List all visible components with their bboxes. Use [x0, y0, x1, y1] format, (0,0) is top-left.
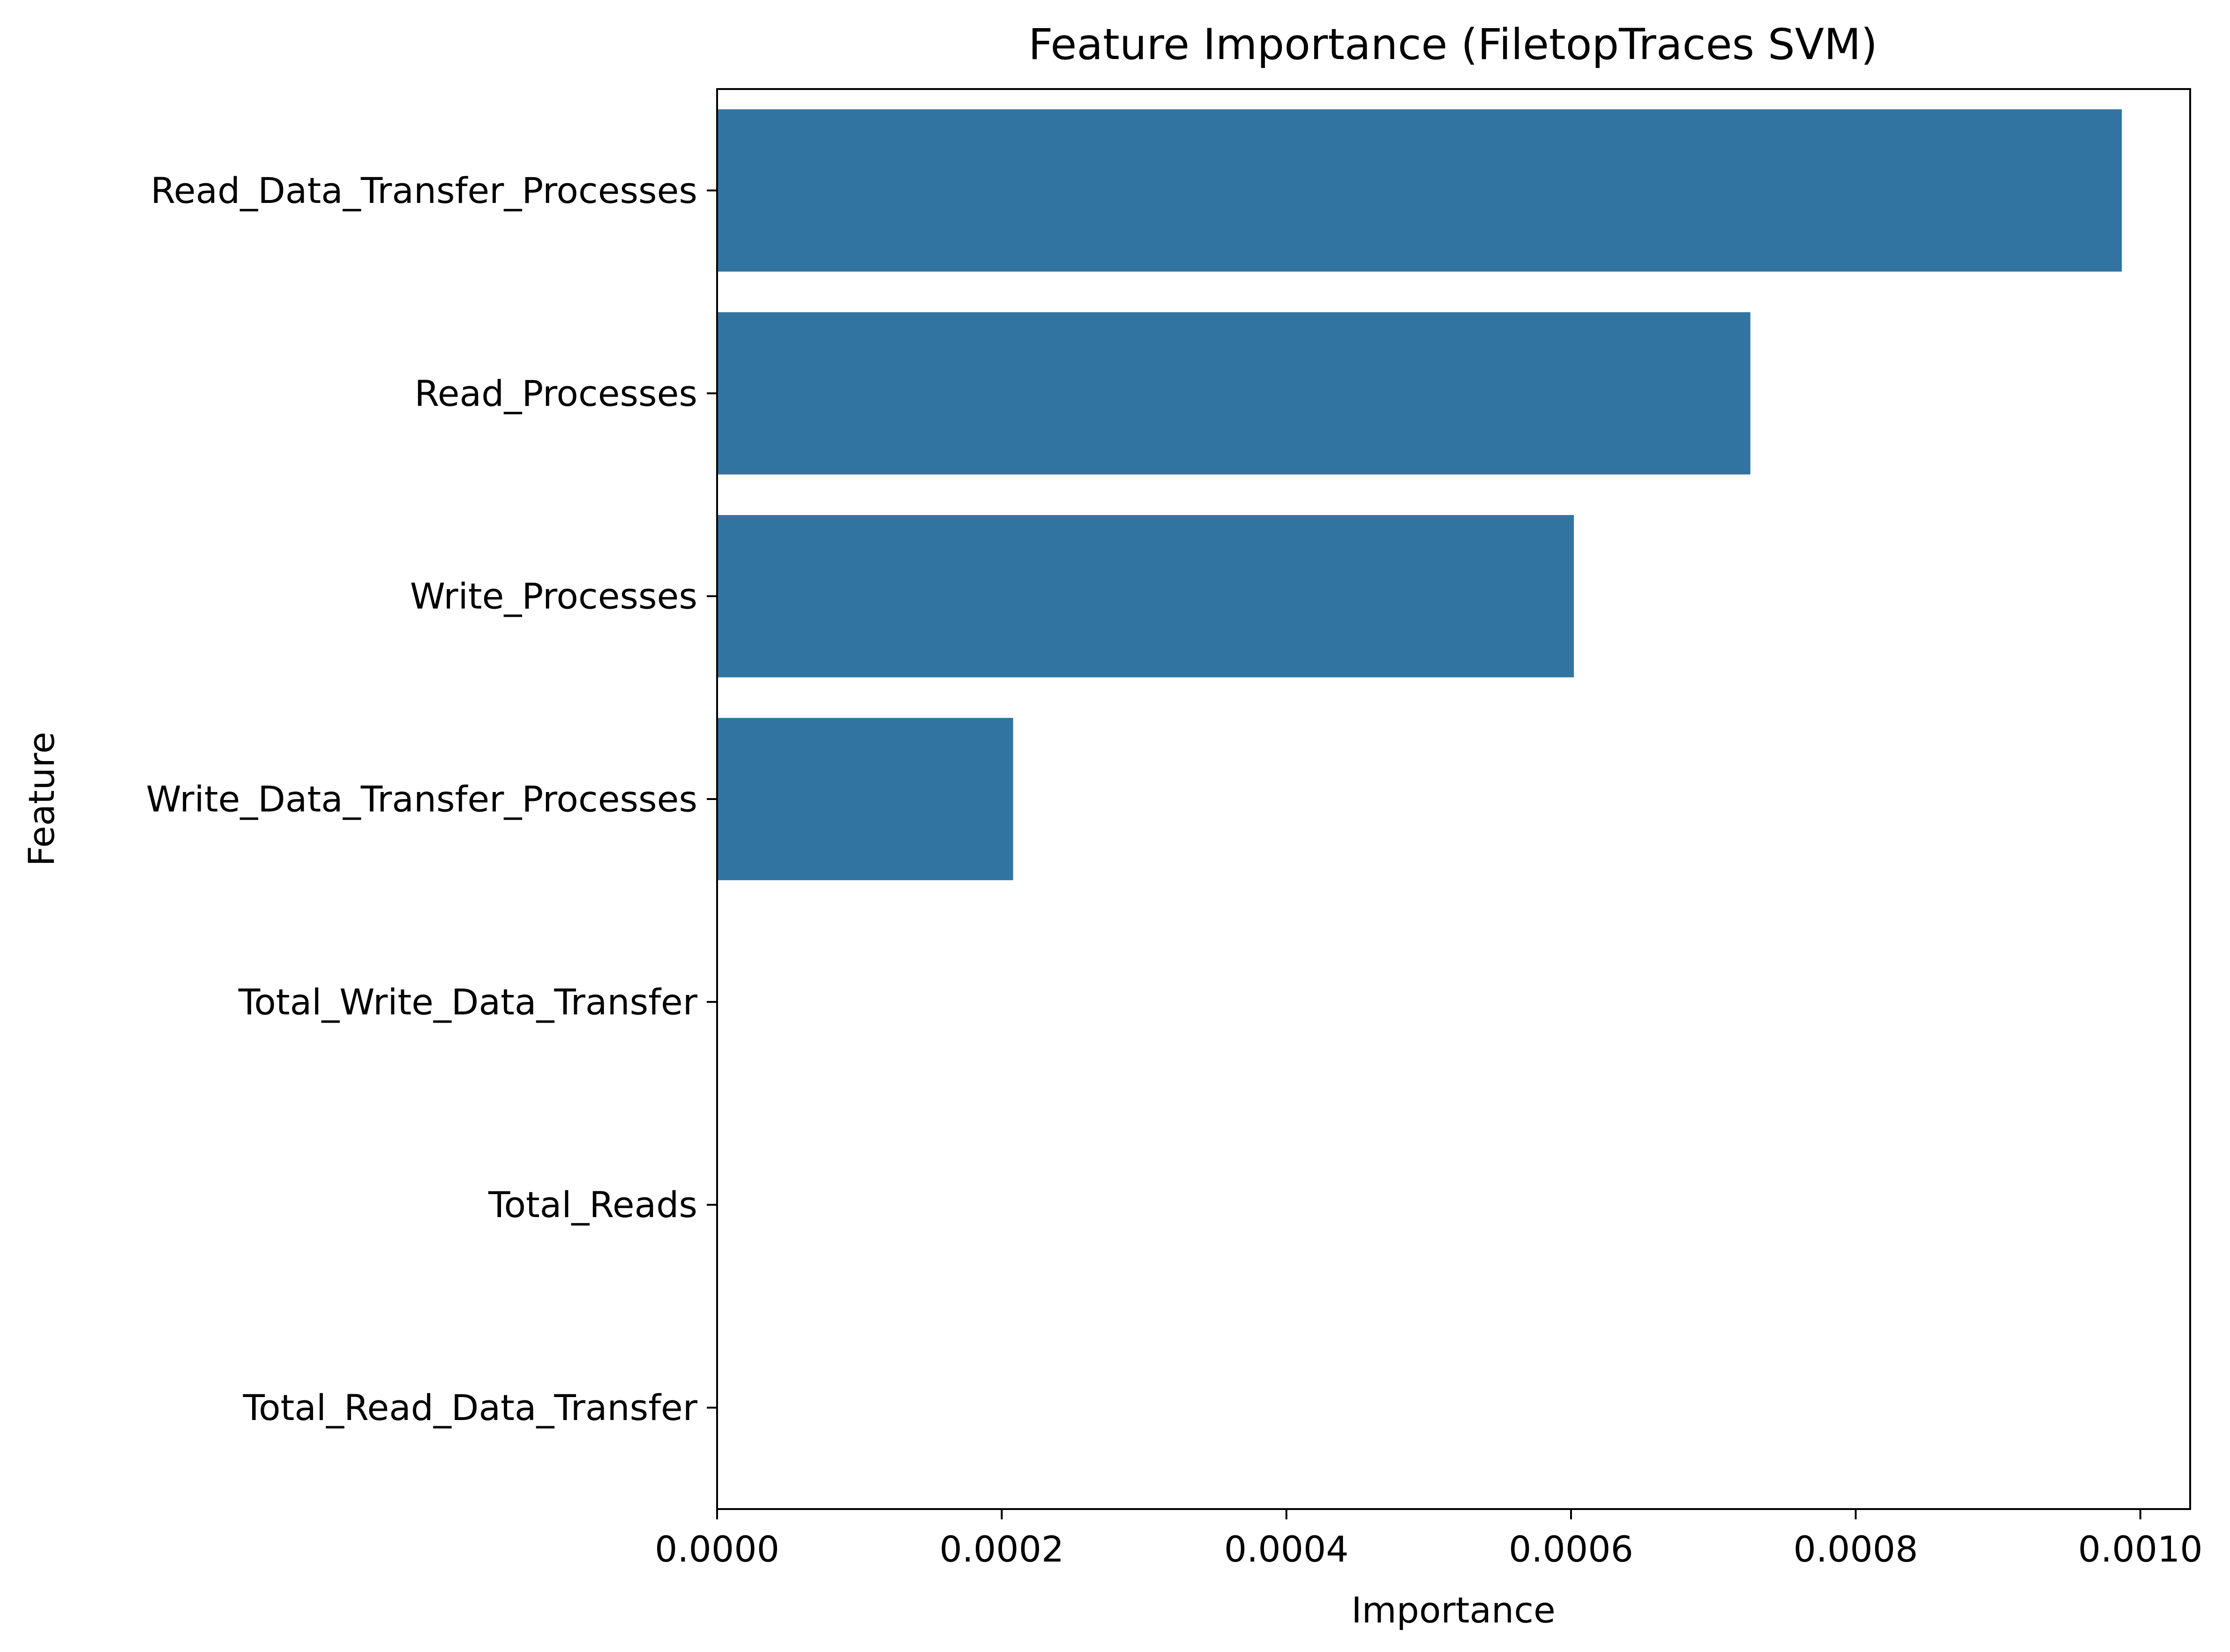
x-tick-label: 0.0008	[1793, 1528, 1918, 1570]
ticks-layer: Read_Data_Transfer_Processes Read_Process…	[146, 170, 2203, 1570]
x-tick-label: 0.0010	[2078, 1528, 2203, 1570]
x-tick-label: 0.0004	[1224, 1528, 1349, 1570]
x-tick-label: 0.0002	[939, 1528, 1064, 1570]
bar-write-data-transfer-processes	[717, 718, 1013, 881]
y-tick-label: Read_Processes	[414, 373, 697, 414]
plot-frame	[716, 88, 2191, 1510]
y-tick-label: Total_Read_Data_Transfer	[242, 1387, 697, 1428]
y-tick-label: Read_Data_Transfer_Processes	[150, 170, 697, 211]
y-tick-label: Total_Write_Data_Transfer	[238, 981, 698, 1023]
bar-write-processes	[717, 515, 1574, 678]
x-axis-label: Importance	[1351, 1589, 1556, 1631]
y-axis-label: Feature	[21, 732, 62, 866]
bars-layer	[717, 109, 2122, 881]
y-tick-label: Total_Reads	[488, 1184, 697, 1226]
chart-title: Feature Importance (FiletopTraces SVM)	[1028, 20, 1878, 69]
y-tick-label: Write_Processes	[410, 576, 697, 617]
bar-read-data-transfer-processes	[717, 109, 2122, 272]
y-tick-label: Write_Data_Transfer_Processes	[146, 778, 697, 820]
bar-read-processes	[717, 312, 1751, 475]
x-tick-label: 0.0000	[655, 1528, 779, 1570]
x-tick-label: 0.0006	[1509, 1528, 1633, 1570]
